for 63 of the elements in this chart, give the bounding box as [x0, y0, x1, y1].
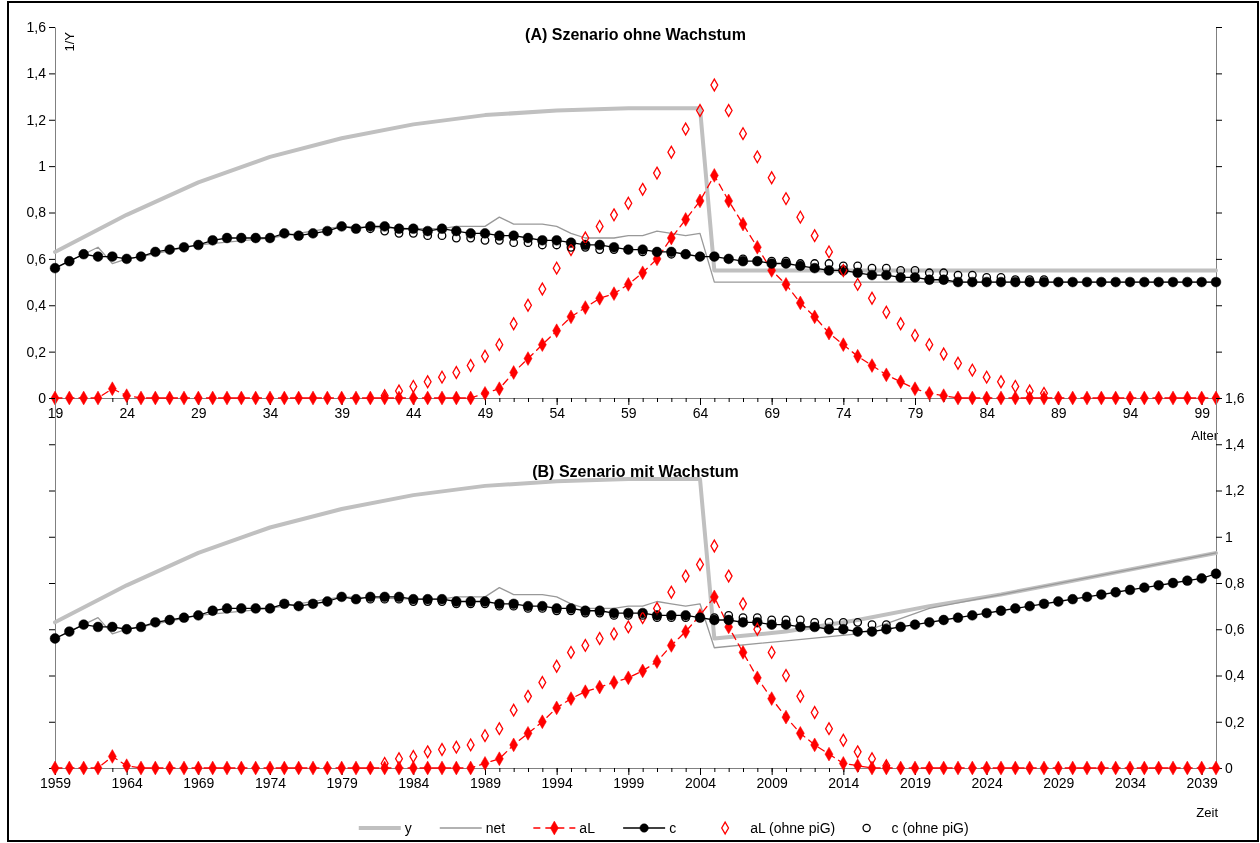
x-tick-label: 2004	[684, 774, 717, 791]
x-tick-label: 49	[477, 404, 494, 421]
y2-tick-label: 0,6	[1225, 621, 1245, 638]
y-tick-label: 1	[38, 158, 47, 175]
legend-label: aL (ohne piG)	[750, 820, 836, 836]
x-tick-label: 1994	[541, 774, 573, 791]
x-tick-label: 79	[907, 404, 924, 421]
x-tick-label: 69	[764, 404, 781, 421]
y2-tick-label: 1	[1225, 528, 1233, 545]
x-tick-label: 1984	[398, 774, 430, 791]
chart-title: (A) Szenario ohne Wachstum	[525, 26, 746, 43]
y-axis-title: 1/Y	[62, 31, 77, 52]
y2-tick-label: 1,4	[1225, 436, 1245, 453]
x-tick-label: 74	[836, 404, 852, 421]
legend-label: aL	[579, 820, 596, 836]
x-tick-label: 29	[191, 404, 207, 421]
x-tick-label: 94	[1122, 404, 1139, 421]
legend-label: c (ohne piG)	[891, 820, 969, 836]
x-tick-label: 54	[549, 404, 566, 421]
x-tick-label: 1959	[39, 774, 72, 791]
y2-tick-label: 1,2	[1225, 482, 1245, 499]
x-tick-label: 2014	[828, 774, 860, 791]
x-tick-label: 2034	[1114, 774, 1147, 791]
x-tick-label: 99	[1194, 404, 1211, 421]
x-tick-label: 34	[262, 404, 279, 421]
x-tick-label: 24	[119, 404, 136, 421]
x-tick-label: 59	[621, 404, 637, 421]
x-tick-label: 1999	[613, 774, 645, 791]
y-tick-label: 1,4	[26, 65, 47, 82]
x-tick-label: 1989	[469, 774, 502, 791]
x-tick-label: 2029	[1043, 774, 1075, 791]
x-tick-label: 1969	[183, 774, 215, 791]
y-tick-label: 0,8	[26, 204, 47, 221]
x-tick-label: 39	[334, 404, 351, 421]
y2-tick-label: 1,6	[1225, 389, 1245, 406]
x-tick-label: 2019	[899, 774, 932, 791]
x-axis-title: Zeit	[1196, 805, 1219, 820]
y2-tick-label: 0	[1225, 759, 1233, 776]
y2-tick-label: 0,8	[1225, 574, 1245, 591]
y2-tick-label: 0,4	[1225, 667, 1245, 684]
y-tick-label: 0	[38, 389, 47, 406]
legend-label: y	[404, 820, 412, 836]
x-tick-label: 2009	[756, 774, 788, 791]
y-tick-label: 0,6	[26, 250, 47, 267]
y-tick-label: 0,4	[26, 297, 47, 314]
y-tick-label: 1,2	[26, 111, 47, 128]
x-tick-label: 84	[979, 404, 996, 421]
text: (B) Szenario mit Wachstum	[532, 463, 739, 480]
x-tick-label: 2024	[971, 774, 1003, 791]
x-tick-label: 89	[1051, 404, 1067, 421]
x-tick-label: 19	[47, 404, 64, 421]
x-tick-label: 64	[692, 404, 709, 421]
legend-label: c	[669, 820, 677, 836]
x-tick-label: 2039	[1186, 774, 1218, 791]
x-tick-label: 44	[406, 404, 422, 421]
x-axis-title: Alter	[1191, 428, 1219, 443]
x-tick-label: 1974	[254, 774, 287, 791]
y-tick-label: 0,2	[26, 343, 47, 360]
y2-tick-label: 0,2	[1225, 713, 1245, 730]
y-tick-label: 1,6	[26, 18, 47, 35]
x-tick-label: 1964	[111, 774, 143, 791]
legend-label: net	[485, 820, 506, 836]
x-tick-label: 1979	[326, 774, 358, 791]
